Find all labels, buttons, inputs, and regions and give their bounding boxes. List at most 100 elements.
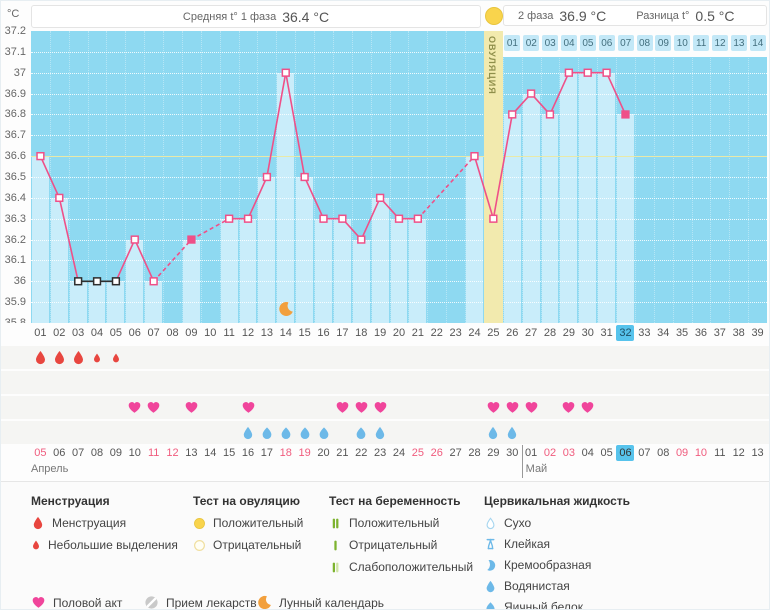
cycle-day-number[interactable]: 24: [468, 327, 481, 339]
date-cell[interactable]: 11: [714, 447, 726, 459]
date-cell[interactable]: 12: [166, 447, 179, 459]
cycle-day-number[interactable]: 18: [355, 327, 368, 339]
cycle-day-number[interactable]: 05: [109, 327, 123, 339]
cycle-day-number[interactable]: 33: [638, 327, 651, 339]
cycle-day-number[interactable]: 16: [317, 327, 330, 339]
cycle-day-number[interactable]: 38: [732, 327, 745, 339]
date-cell[interactable]: 06: [53, 447, 66, 459]
cycle-day-number[interactable]: 20: [392, 327, 406, 339]
cycle-day-number[interactable]: 32: [616, 325, 635, 341]
date-cell[interactable]: 27: [449, 447, 462, 459]
date-cell[interactable]: 12: [732, 447, 745, 459]
date-cell[interactable]: 28: [468, 447, 481, 459]
date-cell[interactable]: 05: [600, 447, 613, 459]
cycle-day-number[interactable]: 27: [524, 327, 538, 339]
temp-marker[interactable]: [489, 214, 498, 223]
cycle-day-number[interactable]: 17: [336, 327, 349, 339]
cycle-day-number[interactable]: 26: [506, 327, 519, 339]
temp-marker[interactable]: [602, 68, 611, 77]
temp-marker[interactable]: [621, 110, 630, 119]
temp-marker[interactable]: [149, 277, 158, 286]
date-cell[interactable]: 20: [317, 447, 330, 459]
date-cell[interactable]: 05: [34, 447, 47, 459]
cycle-day-number[interactable]: 30: [581, 327, 594, 339]
date-cell[interactable]: 07: [638, 447, 651, 459]
cycle-day-number[interactable]: 21: [411, 327, 424, 339]
date-cell[interactable]: 06: [616, 445, 635, 461]
temp-marker[interactable]: [526, 89, 536, 98]
temp-marker[interactable]: [130, 235, 139, 244]
cycle-day-number[interactable]: 34: [657, 327, 670, 339]
cycle-day-number[interactable]: 28: [543, 327, 557, 339]
cycle-day-number[interactable]: 11: [223, 327, 235, 339]
temp-marker[interactable]: [583, 68, 592, 77]
date-cell[interactable]: 16: [241, 447, 255, 459]
temp-marker[interactable]: [187, 235, 196, 244]
temp-marker[interactable]: [92, 277, 102, 286]
date-cell[interactable]: 08: [90, 447, 104, 459]
date-cell[interactable]: 30: [506, 447, 519, 459]
cycle-day-number[interactable]: 08: [166, 327, 179, 339]
date-cell[interactable]: 26: [430, 447, 443, 459]
date-cell[interactable]: 17: [260, 447, 274, 459]
temp-marker[interactable]: [375, 193, 385, 203]
cycle-day-number[interactable]: 10: [204, 327, 217, 339]
date-cell[interactable]: 13: [751, 447, 764, 459]
date-cell[interactable]: 09: [675, 447, 689, 459]
cycle-day-number[interactable]: 39: [751, 327, 764, 339]
temp-marker[interactable]: [319, 214, 328, 223]
cycle-day-number[interactable]: 02: [53, 327, 66, 339]
date-cell[interactable]: 01: [524, 447, 538, 459]
cycle-day-number[interactable]: 03: [72, 327, 85, 339]
date-cell[interactable]: 18: [279, 447, 292, 459]
date-cell[interactable]: 08: [657, 447, 670, 459]
cycle-day-number[interactable]: 23: [449, 327, 462, 339]
date-cell[interactable]: 24: [392, 447, 406, 459]
date-cell[interactable]: 25: [411, 447, 424, 459]
cycle-day-number[interactable]: 06: [128, 327, 141, 339]
temp-marker[interactable]: [357, 235, 366, 244]
date-cell[interactable]: 19: [298, 447, 311, 459]
cycle-day-number[interactable]: 04: [90, 327, 104, 339]
cycle-day-number[interactable]: 12: [241, 327, 255, 339]
cycle-day-number[interactable]: 37: [713, 327, 726, 339]
temp-marker[interactable]: [111, 277, 121, 286]
cycle-day-number[interactable]: 25: [487, 327, 500, 339]
date-cell[interactable]: 23: [374, 447, 387, 459]
temp-marker[interactable]: [508, 110, 517, 119]
temp-marker[interactable]: [300, 172, 309, 182]
date-cell[interactable]: 29: [487, 447, 500, 459]
temp-marker[interactable]: [74, 277, 83, 286]
temp-marker[interactable]: [413, 214, 423, 223]
date-cell[interactable]: 03: [562, 447, 575, 459]
temp-marker[interactable]: [545, 110, 555, 119]
temp-marker[interactable]: [225, 214, 234, 223]
cycle-day-number[interactable]: 07: [147, 327, 160, 339]
cycle-day-number[interactable]: 15: [298, 327, 311, 339]
temp-marker[interactable]: [262, 172, 272, 182]
date-cell[interactable]: 11: [147, 447, 160, 459]
cycle-day-number[interactable]: 01: [34, 327, 47, 339]
temp-marker[interactable]: [338, 214, 347, 223]
temp-marker[interactable]: [36, 151, 45, 161]
cycle-day-number[interactable]: 35: [675, 327, 689, 339]
temp-marker[interactable]: [394, 214, 404, 223]
date-cell[interactable]: 10: [694, 447, 708, 459]
cycle-day-number[interactable]: 29: [562, 327, 575, 339]
temp-marker[interactable]: [470, 151, 479, 161]
date-cell[interactable]: 07: [72, 447, 85, 459]
cycle-day-number[interactable]: 22: [430, 327, 443, 339]
temp-marker[interactable]: [243, 214, 253, 223]
cycle-day-number[interactable]: 13: [260, 327, 274, 339]
date-cell[interactable]: 21: [336, 447, 349, 459]
cycle-day-number[interactable]: 14: [279, 327, 292, 339]
date-cell[interactable]: 04: [581, 447, 594, 459]
cycle-day-number[interactable]: 19: [374, 327, 387, 339]
date-cell[interactable]: 09: [109, 447, 123, 459]
cycle-day-number[interactable]: 31: [600, 327, 613, 339]
cycle-day-number[interactable]: 36: [694, 327, 708, 339]
date-cell[interactable]: 15: [223, 447, 236, 459]
date-cell[interactable]: 13: [185, 447, 198, 459]
date-cell[interactable]: 10: [128, 447, 141, 459]
date-cell[interactable]: 02: [543, 447, 557, 459]
